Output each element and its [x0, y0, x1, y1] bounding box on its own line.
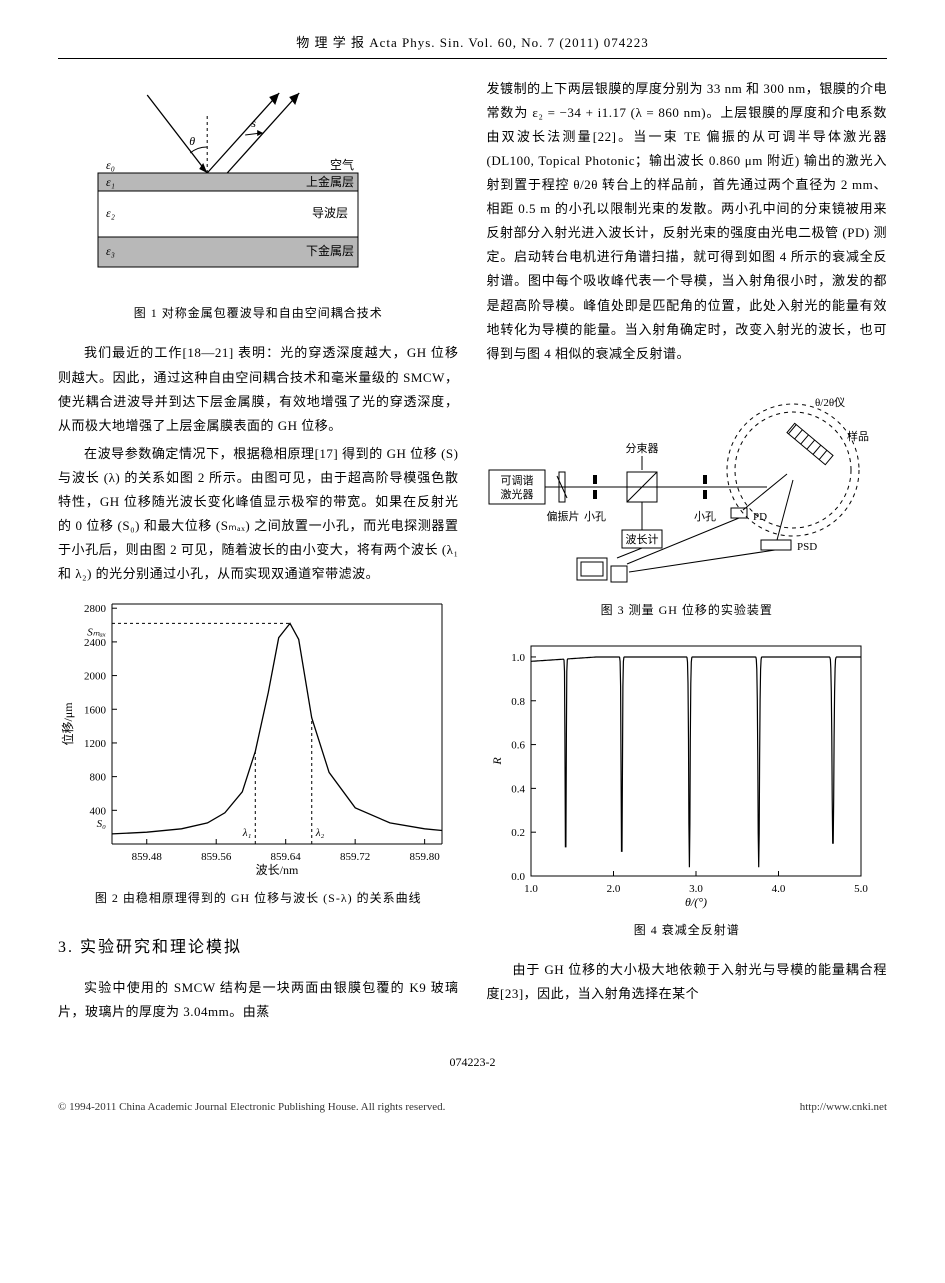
- svg-text:PD: PD: [753, 511, 767, 523]
- svg-text:859.64: 859.64: [271, 851, 302, 863]
- svg-text:偏振片: 偏振片: [546, 509, 579, 523]
- svg-text:R: R: [490, 757, 504, 766]
- figure-1-caption: 图 1 对称金属包覆波导和自由空间耦合技术: [58, 303, 459, 323]
- svg-text:小孔: 小孔: [694, 510, 716, 523]
- svg-text:0.2: 0.2: [511, 827, 525, 839]
- right-column: 发镀制的上下两层银膜的厚度分别为 33 nm 和 300 nm，银膜的介电常数为…: [487, 77, 888, 1028]
- svg-text:2800: 2800: [84, 603, 107, 615]
- svg-text:859.72: 859.72: [340, 851, 370, 863]
- svg-text:ε₁: ε₁: [106, 175, 115, 189]
- svg-text:ε₃: ε₃: [106, 244, 115, 258]
- svg-text:ε₂: ε₂: [106, 206, 115, 220]
- figure-4: 0.0 0.2 0.4 0.6 0.8 1.0 1.0 2.0 3.0 4.0 5.0 θ/(°) R: [487, 638, 888, 910]
- svg-text:859.48: 859.48: [132, 851, 163, 863]
- svg-text:1600: 1600: [84, 704, 107, 716]
- svg-text:400: 400: [90, 805, 107, 817]
- left-paragraph-2: 在波导参数确定情况下，根据稳相原理[17] 得到的 GH 位移 (S) 与波长 …: [58, 442, 459, 586]
- svg-text:S₀: S₀: [97, 818, 107, 830]
- svg-text:2.0: 2.0: [606, 883, 620, 895]
- svg-text:1200: 1200: [84, 738, 107, 750]
- svg-text:波长/nm: 波长/nm: [256, 863, 299, 877]
- svg-text:分束器: 分束器: [625, 442, 658, 455]
- svg-text:1.0: 1.0: [511, 652, 525, 664]
- svg-text:859.56: 859.56: [201, 851, 232, 863]
- svg-text:5.0: 5.0: [854, 883, 868, 895]
- right-paragraph-1: 发镀制的上下两层银膜的厚度分别为 33 nm 和 300 nm，银膜的介电常数为…: [487, 77, 888, 366]
- svg-text:样品: 样品: [847, 429, 869, 443]
- svg-text:小孔: 小孔: [584, 510, 606, 523]
- svg-text:0.6: 0.6: [511, 740, 525, 752]
- svg-text:s: s: [251, 116, 256, 130]
- svg-text:2400: 2400: [84, 637, 107, 649]
- left-paragraph-1: 我们最近的工作[18—21] 表明：光的穿透深度越大，GH 位移则越大。因此，通…: [58, 341, 459, 437]
- svg-text:θ/(°): θ/(°): [684, 895, 706, 909]
- figure-4-caption: 图 4 衰减全反射谱: [487, 920, 888, 940]
- svg-text:0.4: 0.4: [511, 783, 525, 795]
- svg-text:859.80: 859.80: [410, 851, 441, 863]
- svg-text:3.0: 3.0: [689, 883, 703, 895]
- svg-text:λ₁: λ₁: [242, 827, 252, 839]
- svg-text:上金属层: 上金属层: [306, 174, 354, 189]
- svg-text:导波层: 导波层: [312, 206, 348, 220]
- svg-text:2000: 2000: [84, 671, 107, 683]
- svg-text:0.0: 0.0: [511, 871, 525, 883]
- figure-1: ε₁ 上金属层 空气 ε₀ ε₂ 导波层 ε₃ 下金属层 s θ: [88, 83, 368, 293]
- svg-text:PSD: PSD: [797, 541, 817, 553]
- svg-text:1.0: 1.0: [524, 883, 538, 895]
- left-column: ε₁ 上金属层 空气 ε₀ ε₂ 导波层 ε₃ 下金属层 s θ 图 1 对称金属包覆波导和自由空…: [58, 77, 459, 1028]
- right-paragraph-2: 由于 GH 位移的大小极大地依赖于入射光与导模的能量耦合程度[23]，因此，当入…: [487, 958, 888, 1006]
- svg-text:激光器: 激光器: [500, 487, 533, 501]
- figure-3: 可调谐激光器偏振片小孔分束器波长计小孔θ/2θ仪样品PDPSD: [487, 380, 888, 590]
- svg-text:空气: 空气: [330, 157, 354, 172]
- svg-text:可调谐: 可调谐: [500, 473, 533, 487]
- footer-copyright: © 1994-2011 China Academic Journal Elect…: [58, 1098, 445, 1117]
- svg-text:θ/2θ仪: θ/2θ仪: [815, 396, 845, 409]
- svg-text:波长计: 波长计: [625, 533, 658, 546]
- section-3-title: 3. 实验研究和理论模拟: [58, 934, 459, 961]
- svg-text:θ: θ: [189, 134, 195, 148]
- svg-text:0.8: 0.8: [511, 696, 525, 708]
- figure-2-caption: 图 2 由稳相原理得到的 GH 位移与波长 (S-λ) 的关系曲线: [58, 888, 459, 908]
- svg-text:800: 800: [90, 772, 107, 784]
- svg-text:下金属层: 下金属层: [306, 243, 354, 258]
- svg-text:4.0: 4.0: [771, 883, 785, 895]
- figure-2: 400 800 1200 1600 2000 2400 2800 S₀ Sₘₐₓ 859.48 85…: [58, 596, 459, 878]
- svg-text:Sₘₐₓ: Sₘₐₓ: [87, 626, 106, 638]
- svg-text:ε₀: ε₀: [106, 158, 115, 172]
- figure-3-caption: 图 3 测量 GH 位移的实验装置: [487, 600, 888, 620]
- page-number: 074223-2: [58, 1052, 887, 1072]
- svg-text:位移/μm: 位移/μm: [60, 702, 75, 746]
- svg-text:λ₂: λ₂: [315, 827, 325, 839]
- left-paragraph-3: 实验中使用的 SMCW 结构是一块两面由银膜包覆的 K9 玻璃片，玻璃片的厚度为…: [58, 976, 459, 1024]
- footer-url: http://www.cnki.net: [800, 1098, 887, 1117]
- page-header: 物 理 学 报 Acta Phys. Sin. Vol. 60, No. 7 (…: [58, 32, 887, 59]
